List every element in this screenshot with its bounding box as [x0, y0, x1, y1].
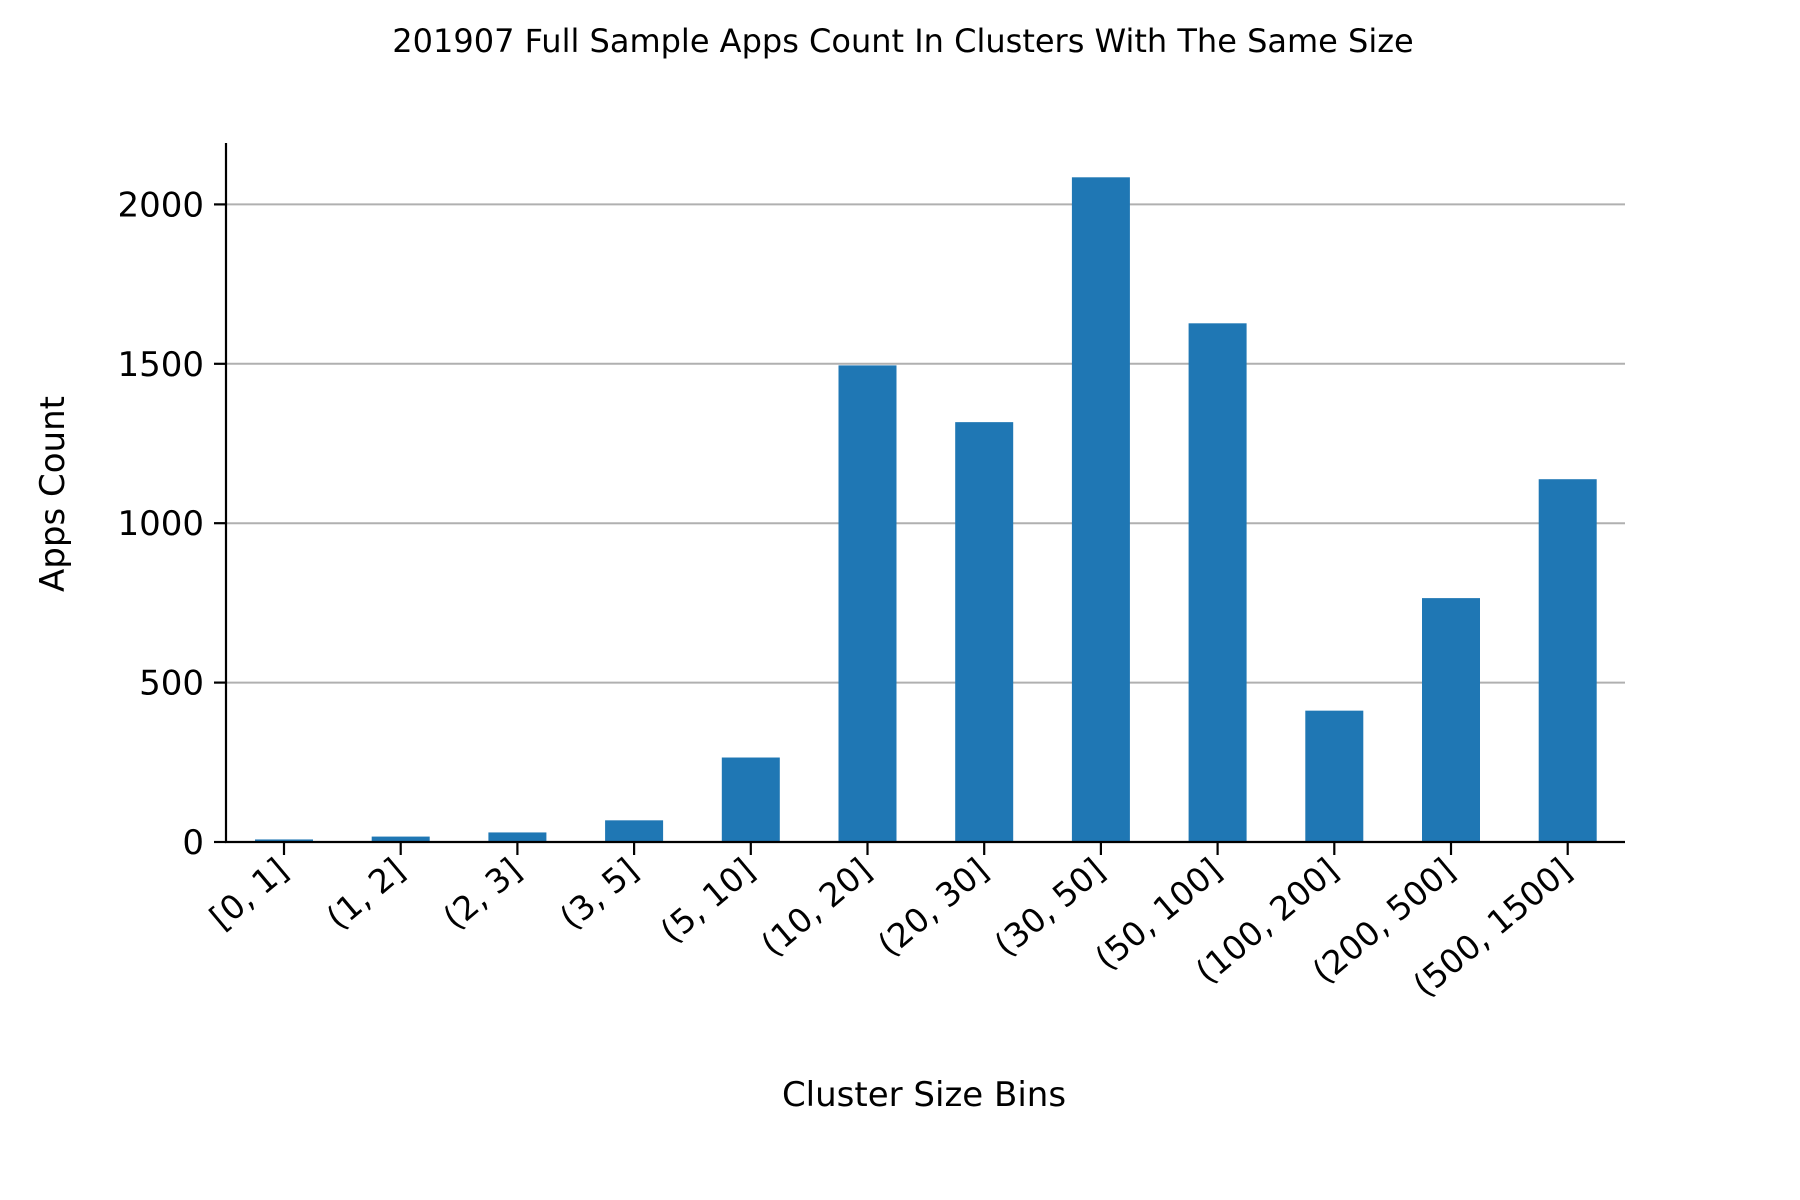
bar — [1422, 598, 1480, 842]
bar — [838, 365, 897, 842]
y-tick-label: 1000 — [117, 504, 204, 544]
bar — [1188, 323, 1247, 843]
x-tick-label: [0, 1] — [202, 850, 295, 937]
x-tick-label: (2, 3] — [435, 850, 528, 937]
x-tick-label: (3, 5] — [552, 850, 645, 937]
bar — [605, 820, 664, 842]
x-tick-label: (10, 20] — [753, 850, 878, 964]
bar — [1305, 710, 1364, 842]
bar-series — [255, 177, 1597, 843]
bar — [488, 832, 547, 842]
y-tick-label: 0 — [182, 823, 204, 863]
x-tick-label: (5, 10] — [653, 850, 762, 950]
x-axis-label: Cluster Size Bins — [782, 1075, 1066, 1115]
y-tick-label: 2000 — [117, 185, 204, 225]
y-tick-label: 1500 — [117, 345, 204, 385]
x-tick-label: (20, 30] — [870, 850, 995, 964]
bar — [1071, 177, 1130, 842]
y-tick-label: 500 — [139, 664, 204, 704]
chart-title: 201907 Full Sample Apps Count In Cluster… — [392, 22, 1413, 60]
x-tick-label: (1, 2] — [319, 850, 412, 937]
y-gridlines — [226, 203, 1625, 684]
bar — [371, 836, 430, 842]
y-axis-ticks: 0 500 1000 1500 2000 — [117, 185, 226, 863]
bar — [955, 422, 1014, 842]
x-axis-ticks: [0, 1] (1, 2] (2, 3] (3, 5] (5, 10](10, 20](… — [202, 842, 1579, 1005]
bar — [721, 757, 780, 842]
axes — [224, 143, 1625, 844]
bar — [1538, 479, 1597, 842]
y-axis-label: Apps Count — [33, 396, 73, 592]
bar — [255, 839, 313, 842]
